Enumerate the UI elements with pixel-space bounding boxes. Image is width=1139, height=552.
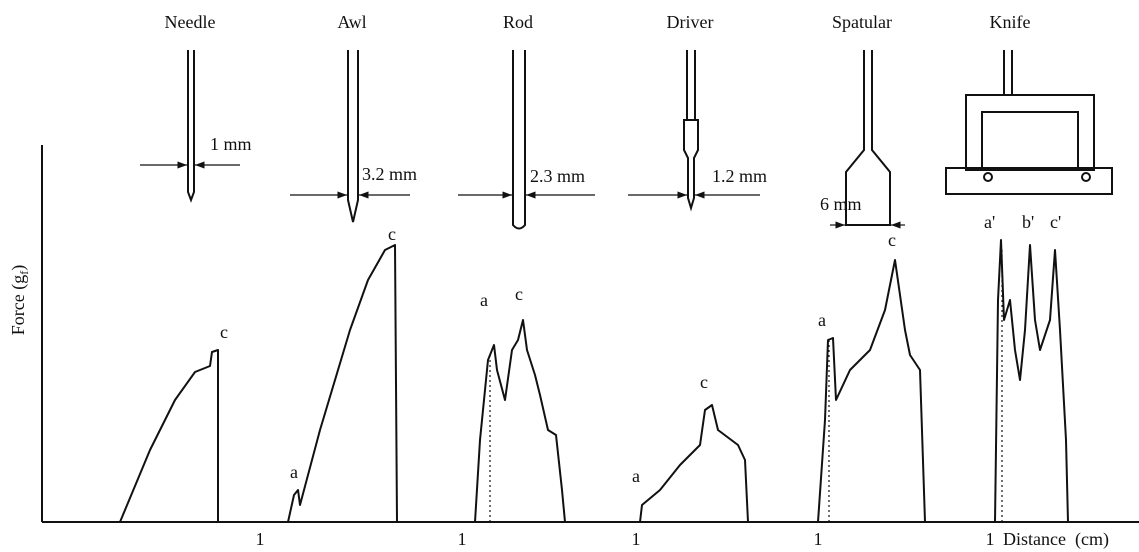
spatular-drawing: [830, 50, 905, 229]
rod-drawing: [458, 50, 595, 230]
tool-name: Driver: [667, 12, 714, 32]
spatular-curve: [817, 259, 926, 523]
peak-label: c: [515, 284, 523, 304]
peak-label: b': [1022, 212, 1034, 232]
dimension: 1.2 mm: [712, 166, 767, 186]
peak-label: c': [1050, 212, 1061, 232]
peak-label: c: [700, 372, 708, 392]
tool-name: Awl: [337, 12, 366, 32]
awl-drawing: [290, 50, 410, 223]
x-tick-label: 1: [256, 529, 265, 549]
dimension: 2.3 mm: [530, 166, 585, 186]
x-tick-label: 1: [632, 529, 641, 549]
dimension: 6 mm: [820, 194, 862, 214]
tool-name: Spatular: [832, 12, 892, 32]
needle-drawing: [140, 50, 240, 203]
awl-curve: [287, 244, 398, 523]
tool-name: Rod: [503, 12, 533, 32]
peak-label: c: [888, 230, 896, 250]
tool-name: Needle: [165, 12, 216, 32]
rod-curve: [474, 319, 566, 523]
x-axis-unit: (cm): [1075, 529, 1109, 550]
x-tick-label: 1: [986, 529, 995, 549]
knife-curve: [994, 239, 1069, 523]
tool-name: Knife: [990, 12, 1031, 32]
driver-curve: [639, 404, 749, 523]
peak-label: c: [388, 224, 396, 244]
peak-label: a: [818, 310, 826, 330]
peak-label: c: [220, 322, 228, 342]
y-axis-label: Force (gf): [8, 265, 31, 335]
dimension: 3.2 mm: [362, 164, 417, 184]
x-tick-label: 1: [458, 529, 467, 549]
x-axis-label: Distance: [1003, 529, 1066, 549]
needle-curve: [119, 349, 219, 523]
x-tick-label: 1: [814, 529, 823, 549]
dimension: 1 mm: [210, 134, 252, 154]
peak-label: a: [632, 466, 640, 486]
knife-drawing: [945, 50, 1113, 195]
peak-label: a: [480, 290, 488, 310]
peak-label: a': [984, 212, 995, 232]
driver-drawing: [628, 50, 760, 212]
peak-label: a: [290, 462, 298, 482]
